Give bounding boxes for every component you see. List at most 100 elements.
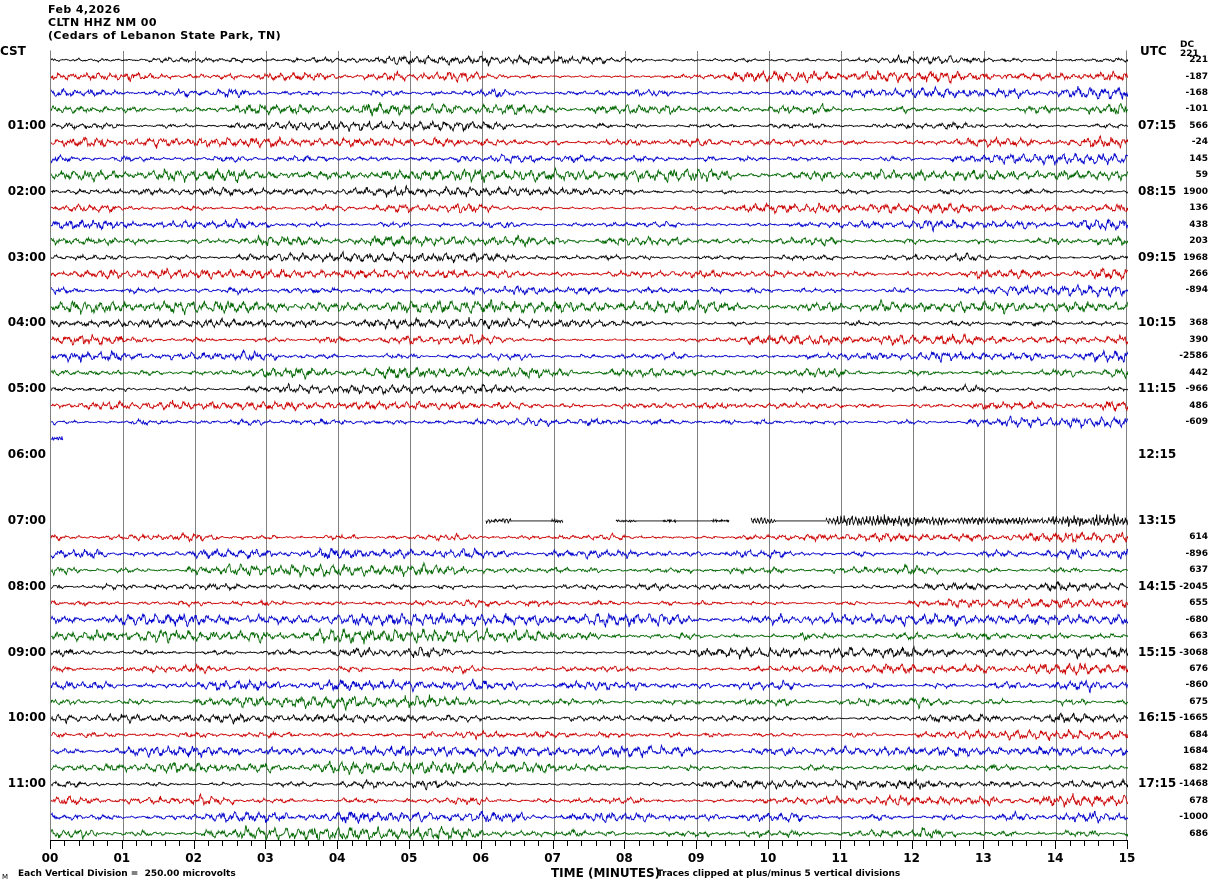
seismic-trace [750, 517, 777, 525]
row-dc-value: 1900 [1182, 186, 1208, 197]
grid-lines [51, 51, 1126, 840]
row-dc-value: -1468 [1179, 779, 1208, 790]
seismogram-plot-area[interactable] [50, 50, 1128, 841]
x-tick-minor [882, 840, 884, 846]
x-tick-minor [925, 840, 927, 846]
seismic-trace [51, 627, 1128, 645]
x-tick-minor [653, 840, 655, 846]
x-tick-label: 09 [687, 851, 705, 865]
x-tick-minor [825, 840, 827, 846]
row-label-utc: 13:15 [1138, 512, 1177, 527]
row-label-cst: 01:00 [7, 117, 46, 132]
x-tick-minor [868, 840, 870, 846]
row-label-cst: 09:00 [7, 644, 46, 659]
seismic-trace [51, 218, 1128, 233]
grid-line-minute [194, 51, 196, 840]
x-tick-label: 11 [831, 851, 849, 865]
row-dc-value: -609 [1185, 417, 1208, 428]
row-label-cst: 06:00 [7, 447, 46, 462]
x-tick-minor [322, 840, 324, 846]
row-dc-value: -896 [1185, 548, 1208, 559]
x-tick-label: 05 [400, 851, 418, 865]
row-label-utc: 15:15 [1138, 644, 1177, 659]
x-tick-label: 00 [41, 851, 59, 865]
x-tick-label: 12 [903, 851, 920, 865]
row-dc-value: -101 [1185, 104, 1208, 115]
x-tick-minor [1026, 840, 1028, 846]
x-tick-minor [538, 840, 540, 846]
seismic-trace [51, 531, 1128, 544]
row-label-utc: 07:15 [1138, 117, 1177, 132]
row-label-utc: 08:15 [1138, 183, 1177, 198]
seismic-trace [51, 349, 1128, 364]
seismic-trace [51, 54, 1128, 68]
row-label-utc: 16:15 [1138, 710, 1177, 725]
x-tick-minor [207, 840, 209, 846]
row-dc-value: 438 [1189, 219, 1208, 230]
seismic-trace [51, 694, 1128, 712]
x-tick-minor [753, 840, 755, 846]
row-label-cst: 11:00 [7, 776, 46, 791]
row-dc-value: -894 [1185, 285, 1208, 296]
x-tick-minor [610, 840, 612, 846]
x-tick-minor [954, 840, 956, 846]
seismic-trace [51, 645, 1128, 661]
grid-line-minute [481, 51, 483, 840]
x-tick-minor [940, 840, 942, 846]
row-dc-value: -1665 [1179, 713, 1208, 724]
seismic-trace [51, 759, 1128, 776]
x-tick-label: 14 [1046, 851, 1064, 865]
x-axis-title: TIME (MINUTES) [551, 866, 661, 880]
grid-line-minute [840, 51, 842, 840]
x-tick-label: 06 [472, 851, 490, 865]
seismic-trace [51, 824, 1128, 841]
row-label-utc: 09:15 [1138, 249, 1177, 264]
x-tick-label: 03 [257, 851, 274, 865]
seismic-trace [825, 513, 1128, 528]
x-tick-minor [1098, 840, 1100, 846]
seismic-trace [51, 382, 1128, 396]
x-tick-minor [509, 840, 511, 846]
trace-canvas [51, 54, 1128, 841]
row-dc-value: -24 [1191, 137, 1208, 148]
row-dc-value: 663 [1189, 631, 1208, 642]
x-tick-minor [782, 840, 784, 846]
x-tick-minor [1069, 840, 1071, 846]
row-dc-value: -168 [1185, 87, 1208, 98]
x-tick-minor [236, 840, 238, 846]
row-dc-value: -680 [1185, 614, 1208, 625]
seismic-trace [51, 85, 1128, 101]
dc-header-value: 221 [1180, 49, 1199, 59]
seismic-trace [51, 415, 1128, 429]
row-dc-value: -2045 [1179, 581, 1208, 592]
x-tick-major [839, 840, 841, 849]
seismic-trace [485, 517, 512, 525]
x-tick-minor [681, 840, 683, 846]
x-tick-label: 04 [328, 851, 346, 865]
x-tick-minor [394, 840, 396, 846]
x-tick-major [480, 840, 482, 849]
seismic-trace [51, 102, 1128, 117]
x-tick-minor [64, 840, 66, 846]
seismic-trace [51, 234, 1128, 249]
x-tick-minor [294, 840, 296, 846]
x-tick-minor [136, 840, 138, 846]
x-tick-minor [1012, 840, 1014, 846]
seismic-trace [710, 518, 730, 523]
row-dc-value: 637 [1189, 565, 1208, 576]
seismic-trace [51, 546, 1128, 561]
x-tick-minor [1040, 840, 1042, 846]
x-tick-minor [93, 840, 95, 846]
row-label-cst: 10:00 [7, 710, 46, 725]
x-tick-minor [724, 840, 726, 846]
row-dc-value: 686 [1189, 828, 1208, 839]
seismic-trace [51, 152, 1128, 167]
x-tick-minor [179, 840, 181, 846]
x-tick-major [1127, 840, 1128, 849]
x-tick-minor [997, 840, 999, 846]
row-dc-value: 203 [1189, 236, 1208, 247]
x-tick-minor [638, 840, 640, 846]
x-tick-minor [667, 840, 669, 846]
seismic-trace [51, 201, 1128, 215]
grid-line-minute [410, 51, 411, 840]
